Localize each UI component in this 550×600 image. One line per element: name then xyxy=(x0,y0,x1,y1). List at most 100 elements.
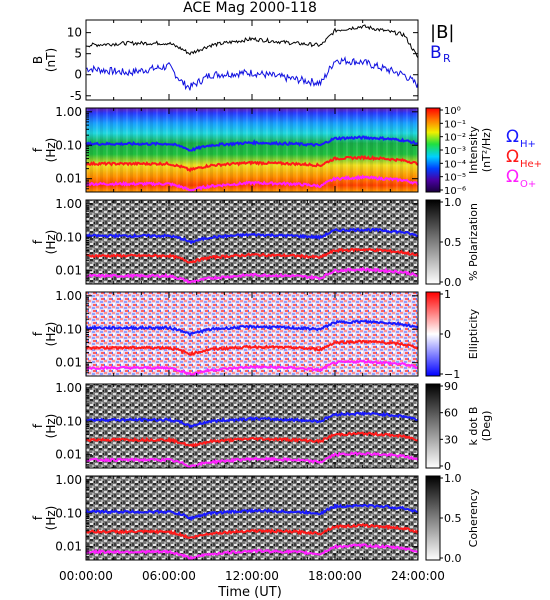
series-gyro-he-line xyxy=(85,523,419,540)
panel-polarization-colorbar-tick-label: 1.0 xyxy=(444,196,462,209)
legend-gyro-o: Ω O+ xyxy=(506,167,536,190)
panel-kdotb-ytick-label: 1.00 xyxy=(55,381,82,395)
panel-kdotb-colorbar xyxy=(425,383,441,469)
chart-title: ACE Mag 2000-118 xyxy=(183,0,317,16)
panel-ellipticity-ytick-label: 0.10 xyxy=(55,322,82,336)
panel-field-ylabel-sub: (nT) xyxy=(44,48,58,72)
series-gyro-he-line xyxy=(85,431,418,448)
panel-coherency-colorbar-tick-label: 0.5 xyxy=(444,512,462,525)
panel-intensity-colorbar-tick-label: 10⁰ xyxy=(444,106,461,117)
series-gyro-o-line xyxy=(85,451,419,469)
series-gyro-h-line xyxy=(85,503,419,522)
series-gyro-o-line xyxy=(85,543,419,561)
panel-intensity-ytick-label: 1.00 xyxy=(55,105,82,119)
panel-polarization-spectrogram xyxy=(86,200,418,284)
panel-polarization-ytick-label: 1.00 xyxy=(55,197,82,211)
legend: |B| B R Ω H+ Ω He+ Ω O+ xyxy=(430,22,542,190)
panel-ellipticity-colorbar-tick-label: 1 xyxy=(444,288,451,301)
panel-kdotb-colorbar-tick-label: 0 xyxy=(444,460,451,473)
panel-coherency: f (Hz) 1.00 0.10 0.01 1.0 0.5 0.0 Coherency xyxy=(31,472,480,565)
panel-kdotb-ytick-label: 0.01 xyxy=(55,448,82,462)
series-gyro-he-line xyxy=(85,339,419,356)
x-tick-label: 24:00:00 xyxy=(391,569,445,583)
panel-polarization-ytick-label: 0.01 xyxy=(55,264,82,278)
series-gyro-he-line xyxy=(85,247,419,264)
panel-intensity-colorbar-subtitle: (nT²/Hz) xyxy=(480,128,493,172)
panel-kdotb-spectrogram xyxy=(86,384,418,468)
panel-kdotb-colorbar-tick-label: 90 xyxy=(444,380,458,393)
legend-radial-sub: R xyxy=(443,52,451,65)
panel-ellipticity-ytick-label: 1.00 xyxy=(55,289,82,303)
panel-intensity-ytick-label: 0.10 xyxy=(55,138,82,152)
series-gyro-o-line xyxy=(85,174,419,192)
panel-ellipticity: f (Hz) 1.00 0.10 0.01 1 0 −1 Ellipticity xyxy=(31,288,480,381)
panel-polarization-colorbar-tick-label: 0.5 xyxy=(444,236,462,249)
panel-field-ytick-label: 10 xyxy=(67,26,82,40)
panel-polarization-ytick-label: 0.10 xyxy=(55,230,82,244)
panel-ellipticity-colorbar-tick-label: −1 xyxy=(444,368,460,381)
x-axis-title: Time (UT) xyxy=(217,585,282,600)
panel-coherency-ytick-label: 0.01 xyxy=(55,540,82,554)
panel-intensity-colorbar-tick-label: 10⁻² xyxy=(444,133,466,144)
panel-polarization-ylabel-sub: (Hz) xyxy=(44,230,58,255)
panel-kdotb-colorbar-tick-label: 60 xyxy=(444,407,458,420)
legend-radial-main: B xyxy=(430,43,442,63)
x-tick-label: 12:00:00 xyxy=(225,569,279,583)
legend-gyro-he-main: Ω xyxy=(506,147,519,167)
panel-coherency-ylabel-sub: (Hz) xyxy=(44,506,58,531)
panel-coherency-colorbar-title: Coherency xyxy=(467,488,480,547)
series-gyro-h-line xyxy=(85,411,419,429)
panel-intensity-colorbar-tick-label: 10⁻⁵ xyxy=(444,173,466,184)
x-tick-label: 18:00:00 xyxy=(308,569,362,583)
legend-gyro-he: Ω He+ xyxy=(506,147,542,170)
panel-field-ytick-label: 5 xyxy=(74,47,82,61)
panel-polarization-colorbar-title: % Polarization xyxy=(467,203,480,281)
panel-field-ytick-label: 0 xyxy=(74,68,82,82)
panel-ellipticity-colorbar-tick-label: 0 xyxy=(444,328,451,341)
legend-gyro-h: Ω H+ xyxy=(506,127,536,150)
legend-gyro-o-sub: O+ xyxy=(520,179,536,190)
series-gyro-h-line xyxy=(85,227,419,245)
panel-field-bg xyxy=(86,20,418,100)
x-tick-label: 00:00:00 xyxy=(59,569,113,583)
panel-intensity-ylabel-sub: (Hz) xyxy=(44,138,58,163)
panel-polarization-colorbar xyxy=(425,199,441,285)
series-gyro-h-line xyxy=(85,135,419,152)
legend-gyro-h-sub: H+ xyxy=(520,139,536,150)
panel-coherency-colorbar-tick-label: 1.0 xyxy=(444,472,462,485)
panel-kdotb-colorbar-tick-label: 30 xyxy=(444,433,458,446)
legend-gyro-he-sub: He+ xyxy=(520,159,542,170)
panel-ellipticity-colorbar xyxy=(425,291,441,377)
panel-intensity: f (Hz) 1.00 0.10 0.01 10⁰ 10⁻¹ 10⁻² 10⁻³ 10⁻⁴ 10⁻⁵… xyxy=(31,105,493,197)
panel-intensity-colorbar-tick-label: 10⁻⁶ xyxy=(444,186,466,197)
panel-ellipticity-spectrogram xyxy=(86,292,418,376)
panel-polarization: f (Hz) 1.00 0.10 0.01 1.0 0.5 0.0 % Polarization xyxy=(31,196,480,289)
panel-intensity-colorbar-title: Intensity xyxy=(467,126,480,174)
legend-gyro-o-main: Ω xyxy=(506,167,519,187)
legend-magnitude: |B| xyxy=(430,22,454,43)
x-axis: 00:00:00 06:00:00 12:00:00 18:00:00 24:00:00 xyxy=(59,569,445,583)
panel-kdotb-ylabel-sub: (Hz) xyxy=(44,414,58,439)
panel-coherency-colorbar-tick-label: 0.0 xyxy=(444,552,462,565)
panel-coherency-colorbar xyxy=(425,475,441,561)
panel-field-ytick-label: -5 xyxy=(70,89,82,103)
series-gyro-o-line xyxy=(85,266,419,285)
panel-kdotb-colorbar-title: k dot B xyxy=(467,407,480,446)
series-gyro-he-line xyxy=(85,154,419,173)
panel-ellipticity-ylabel-sub: (Hz) xyxy=(44,322,58,347)
panel-ellipticity-ytick-label: 0.01 xyxy=(55,356,82,370)
legend-radial: B R xyxy=(430,43,451,65)
panel-intensity-colorbar-tick-label: 10⁻³ xyxy=(444,146,466,157)
panel-coherency-ytick-label: 0.10 xyxy=(55,506,82,520)
panel-polarization-ylabel-main: f xyxy=(31,239,45,244)
panel-ellipticity-colorbar-title: Ellipticity xyxy=(467,308,480,359)
series-br-line xyxy=(85,55,419,91)
series-gyro-o-line xyxy=(85,359,419,377)
series-gyro-h-line xyxy=(85,319,419,338)
panel-polarization-colorbar-tick-label: 0.0 xyxy=(444,276,462,289)
legend-gyro-h-main: Ω xyxy=(506,127,519,147)
panel-field-ylabel-main: B xyxy=(31,56,45,64)
panel-kdotb-ytick-label: 0.10 xyxy=(55,414,82,428)
